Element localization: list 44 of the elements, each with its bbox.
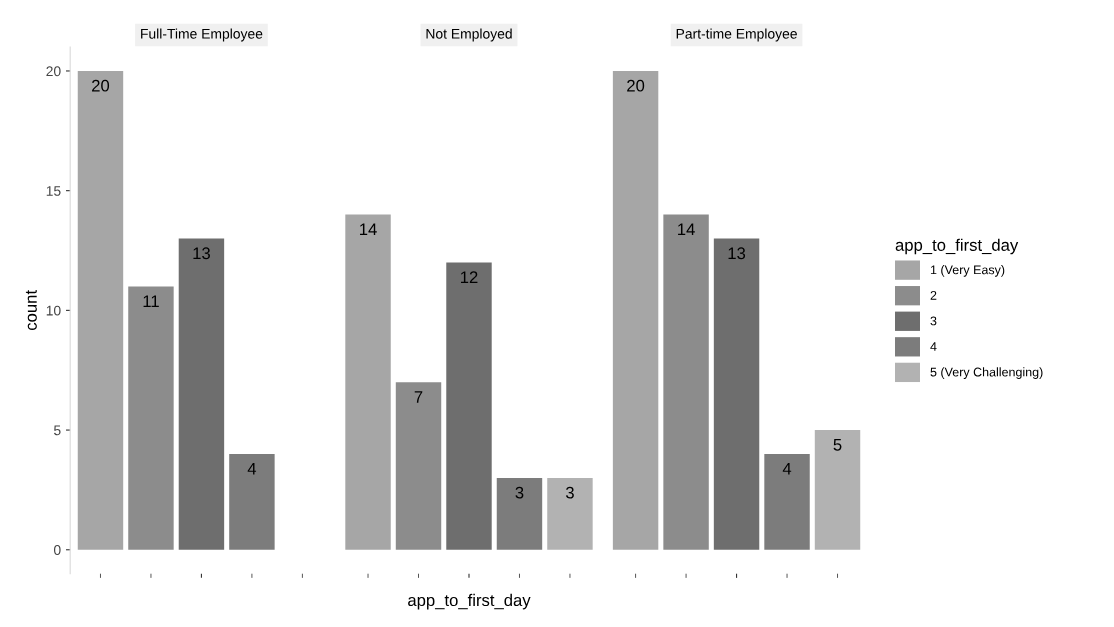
- data-label: 14: [678, 223, 695, 236]
- x-tick-label: Part-time Employee: [676, 28, 797, 42]
- data-label: 13: [728, 247, 746, 260]
- y-tick-label: 0: [53, 545, 61, 555]
- bar: [764, 454, 810, 550]
- bar: [663, 214, 709, 550]
- y-tick-label: 15: [46, 186, 61, 196]
- bar: [178, 238, 225, 550]
- data-label: 5: [833, 439, 842, 451]
- x-tick-label: Not Employed: [426, 28, 512, 42]
- y-tick-label: 5: [53, 425, 61, 436]
- bar: [229, 454, 275, 550]
- data-label: 14: [360, 223, 377, 236]
- data-label: 20: [92, 79, 110, 92]
- data-label: 4: [782, 463, 792, 475]
- bar: [713, 238, 760, 550]
- data-label: 13: [193, 247, 210, 260]
- data-label: 7: [414, 391, 423, 403]
- data-label: 3: [565, 486, 574, 499]
- legend-label: 5 (Very Challenging): [930, 367, 1043, 379]
- y-tick-label: 20: [46, 66, 61, 77]
- data-label: 11: [143, 295, 159, 307]
- legend-label: 2: [930, 290, 937, 300]
- bar: [612, 70, 659, 550]
- legend-label: 1 (Very Easy): [930, 265, 1005, 277]
- data-label: 12: [461, 271, 478, 283]
- y-tick-label: 10: [46, 305, 61, 316]
- bar: [547, 477, 593, 550]
- legend-label: 3: [930, 316, 937, 326]
- bar: [496, 477, 543, 550]
- bar: [345, 214, 391, 550]
- data-label: 20: [627, 79, 645, 92]
- x-tick-label: Full-Time Employee: [141, 28, 263, 42]
- bar: [395, 382, 442, 550]
- bar: [77, 70, 124, 550]
- legend-label: 4: [930, 342, 937, 351]
- legend-title: app_to_first_day: [895, 238, 1019, 255]
- y-axis-title: count: [25, 290, 37, 331]
- bar: [128, 286, 174, 550]
- bar: [814, 430, 861, 550]
- bar: [446, 262, 492, 550]
- x-axis-title: app_to_first_day: [408, 593, 531, 610]
- data-label: 4: [247, 463, 257, 475]
- data-label: 3: [515, 486, 524, 499]
